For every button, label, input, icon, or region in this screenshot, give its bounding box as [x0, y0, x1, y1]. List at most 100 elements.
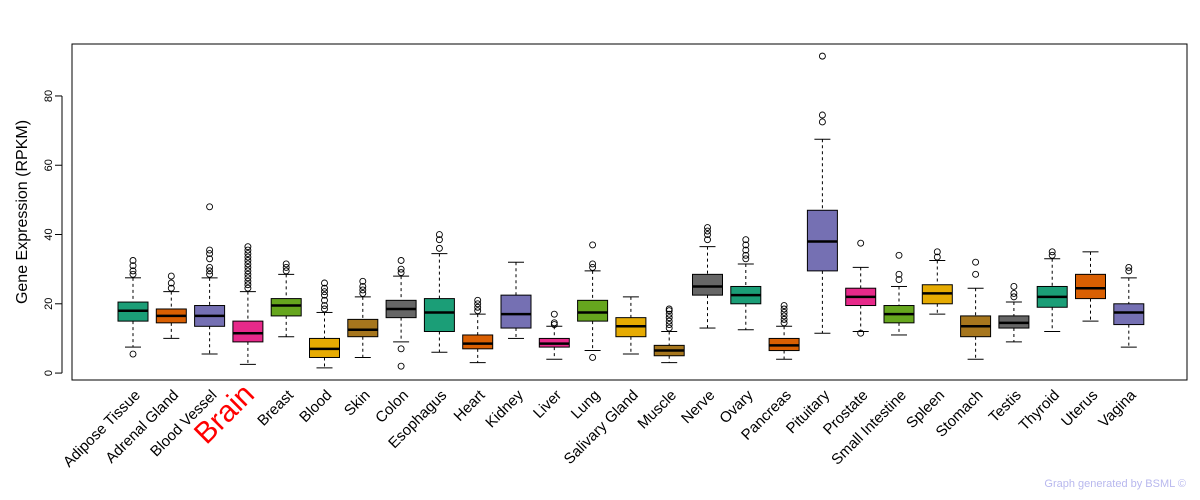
box-brain [232, 243, 264, 365]
outlier-point [665, 307, 673, 315]
x-label-nerve: Nerve [678, 387, 718, 427]
outlier-point [129, 350, 137, 358]
box-blood [309, 279, 340, 369]
outlier-point [589, 241, 597, 249]
outlier-point [435, 236, 443, 244]
outlier-point [321, 302, 328, 309]
y-tick-label: 0 [43, 370, 55, 376]
outlier-point [704, 236, 711, 244]
outlier-point [244, 281, 252, 289]
y-tick-label: 40 [43, 228, 55, 240]
box-iqr [423, 298, 455, 333]
plot-frame [71, 43, 1188, 381]
box-vagina [1113, 263, 1145, 348]
outlier-point [282, 267, 290, 275]
outlier-point [244, 250, 252, 258]
outlier-point [167, 272, 175, 280]
outlier-point [972, 258, 980, 266]
credit-text: Graph generated by BSML © [1044, 478, 1186, 490]
outlier-point [244, 257, 252, 264]
box-spleen [921, 248, 953, 315]
box-kidney [500, 261, 532, 339]
outlier-point [895, 270, 903, 278]
outlier-point [244, 260, 252, 268]
outlier-point [742, 246, 750, 254]
box-testis [998, 283, 1030, 343]
box-iqr [500, 294, 532, 329]
box-iqr [692, 273, 723, 296]
box-heart [462, 296, 494, 364]
outlier-point [474, 296, 482, 304]
box-esophagus [423, 231, 455, 353]
outlier-point [780, 302, 788, 309]
box-lung [577, 241, 609, 361]
outlier-point [665, 305, 673, 313]
outlier-point [321, 291, 328, 299]
x-label-uterus: Uterus [1058, 387, 1101, 430]
outlier-point [244, 284, 252, 292]
outlier-point [244, 246, 252, 254]
x-label-blood: Blood [296, 387, 335, 426]
outlier-point [129, 262, 137, 270]
box-nerve [692, 224, 723, 329]
box-stomach [960, 258, 992, 360]
box-small-intestine [883, 251, 915, 336]
outlier-point [206, 250, 214, 258]
box-colon [385, 257, 417, 370]
outlier-point [589, 354, 597, 361]
box-muscle [653, 305, 685, 364]
outlier-point [206, 203, 214, 211]
outlier-point [397, 269, 405, 277]
box-iqr [347, 318, 379, 338]
box-iqr [462, 334, 494, 350]
outlier-point [474, 307, 482, 315]
box-salivary-gland [615, 296, 647, 355]
outlier-point [359, 277, 367, 285]
outlier-point [359, 283, 367, 290]
outlier-point [244, 263, 252, 271]
x-label-vagina: Vagina [1095, 386, 1140, 431]
outlier-point [780, 319, 788, 327]
box-liver [538, 310, 570, 360]
box-uterus [1075, 251, 1106, 322]
outlier-point [435, 244, 443, 252]
outlier-point [665, 310, 673, 318]
box-prostate [845, 239, 877, 337]
outlier-point [818, 52, 826, 60]
outlier-point [742, 255, 750, 263]
box-iqr [270, 298, 302, 317]
outlier-point [589, 260, 597, 268]
outlier-point [933, 253, 941, 261]
outlier-point [780, 305, 788, 313]
outlier-point [704, 224, 711, 232]
box-adipose-tissue [117, 257, 149, 358]
outlier-point [359, 286, 367, 294]
box-iqr [1075, 273, 1106, 300]
outlier-point [129, 270, 137, 278]
outlier-point [1125, 263, 1133, 271]
outlier-point [397, 257, 405, 264]
outlier-point [742, 241, 750, 249]
x-label-skin: Skin [341, 387, 374, 420]
box-thyroid [1036, 248, 1068, 333]
box-iqr [1113, 303, 1145, 326]
outlier-point [818, 111, 826, 119]
outlier-point [589, 263, 597, 271]
y-tick-label: 20 [43, 298, 55, 310]
outlier-point [129, 257, 137, 264]
outlier-point [704, 231, 711, 238]
outlier-point [206, 263, 214, 271]
outlier-point [665, 321, 673, 329]
outlier-point [780, 309, 788, 316]
outlier-point [972, 270, 980, 278]
y-tick-label: 80 [43, 90, 55, 102]
outlier-point [742, 251, 750, 259]
box-adrenal-gland [155, 272, 187, 339]
outlier-point [321, 305, 328, 313]
outlier-point [129, 267, 137, 275]
outlier-point [1048, 248, 1056, 256]
outlier-point [1010, 293, 1018, 301]
outlier-point [167, 284, 175, 292]
outlier-point [397, 345, 405, 353]
